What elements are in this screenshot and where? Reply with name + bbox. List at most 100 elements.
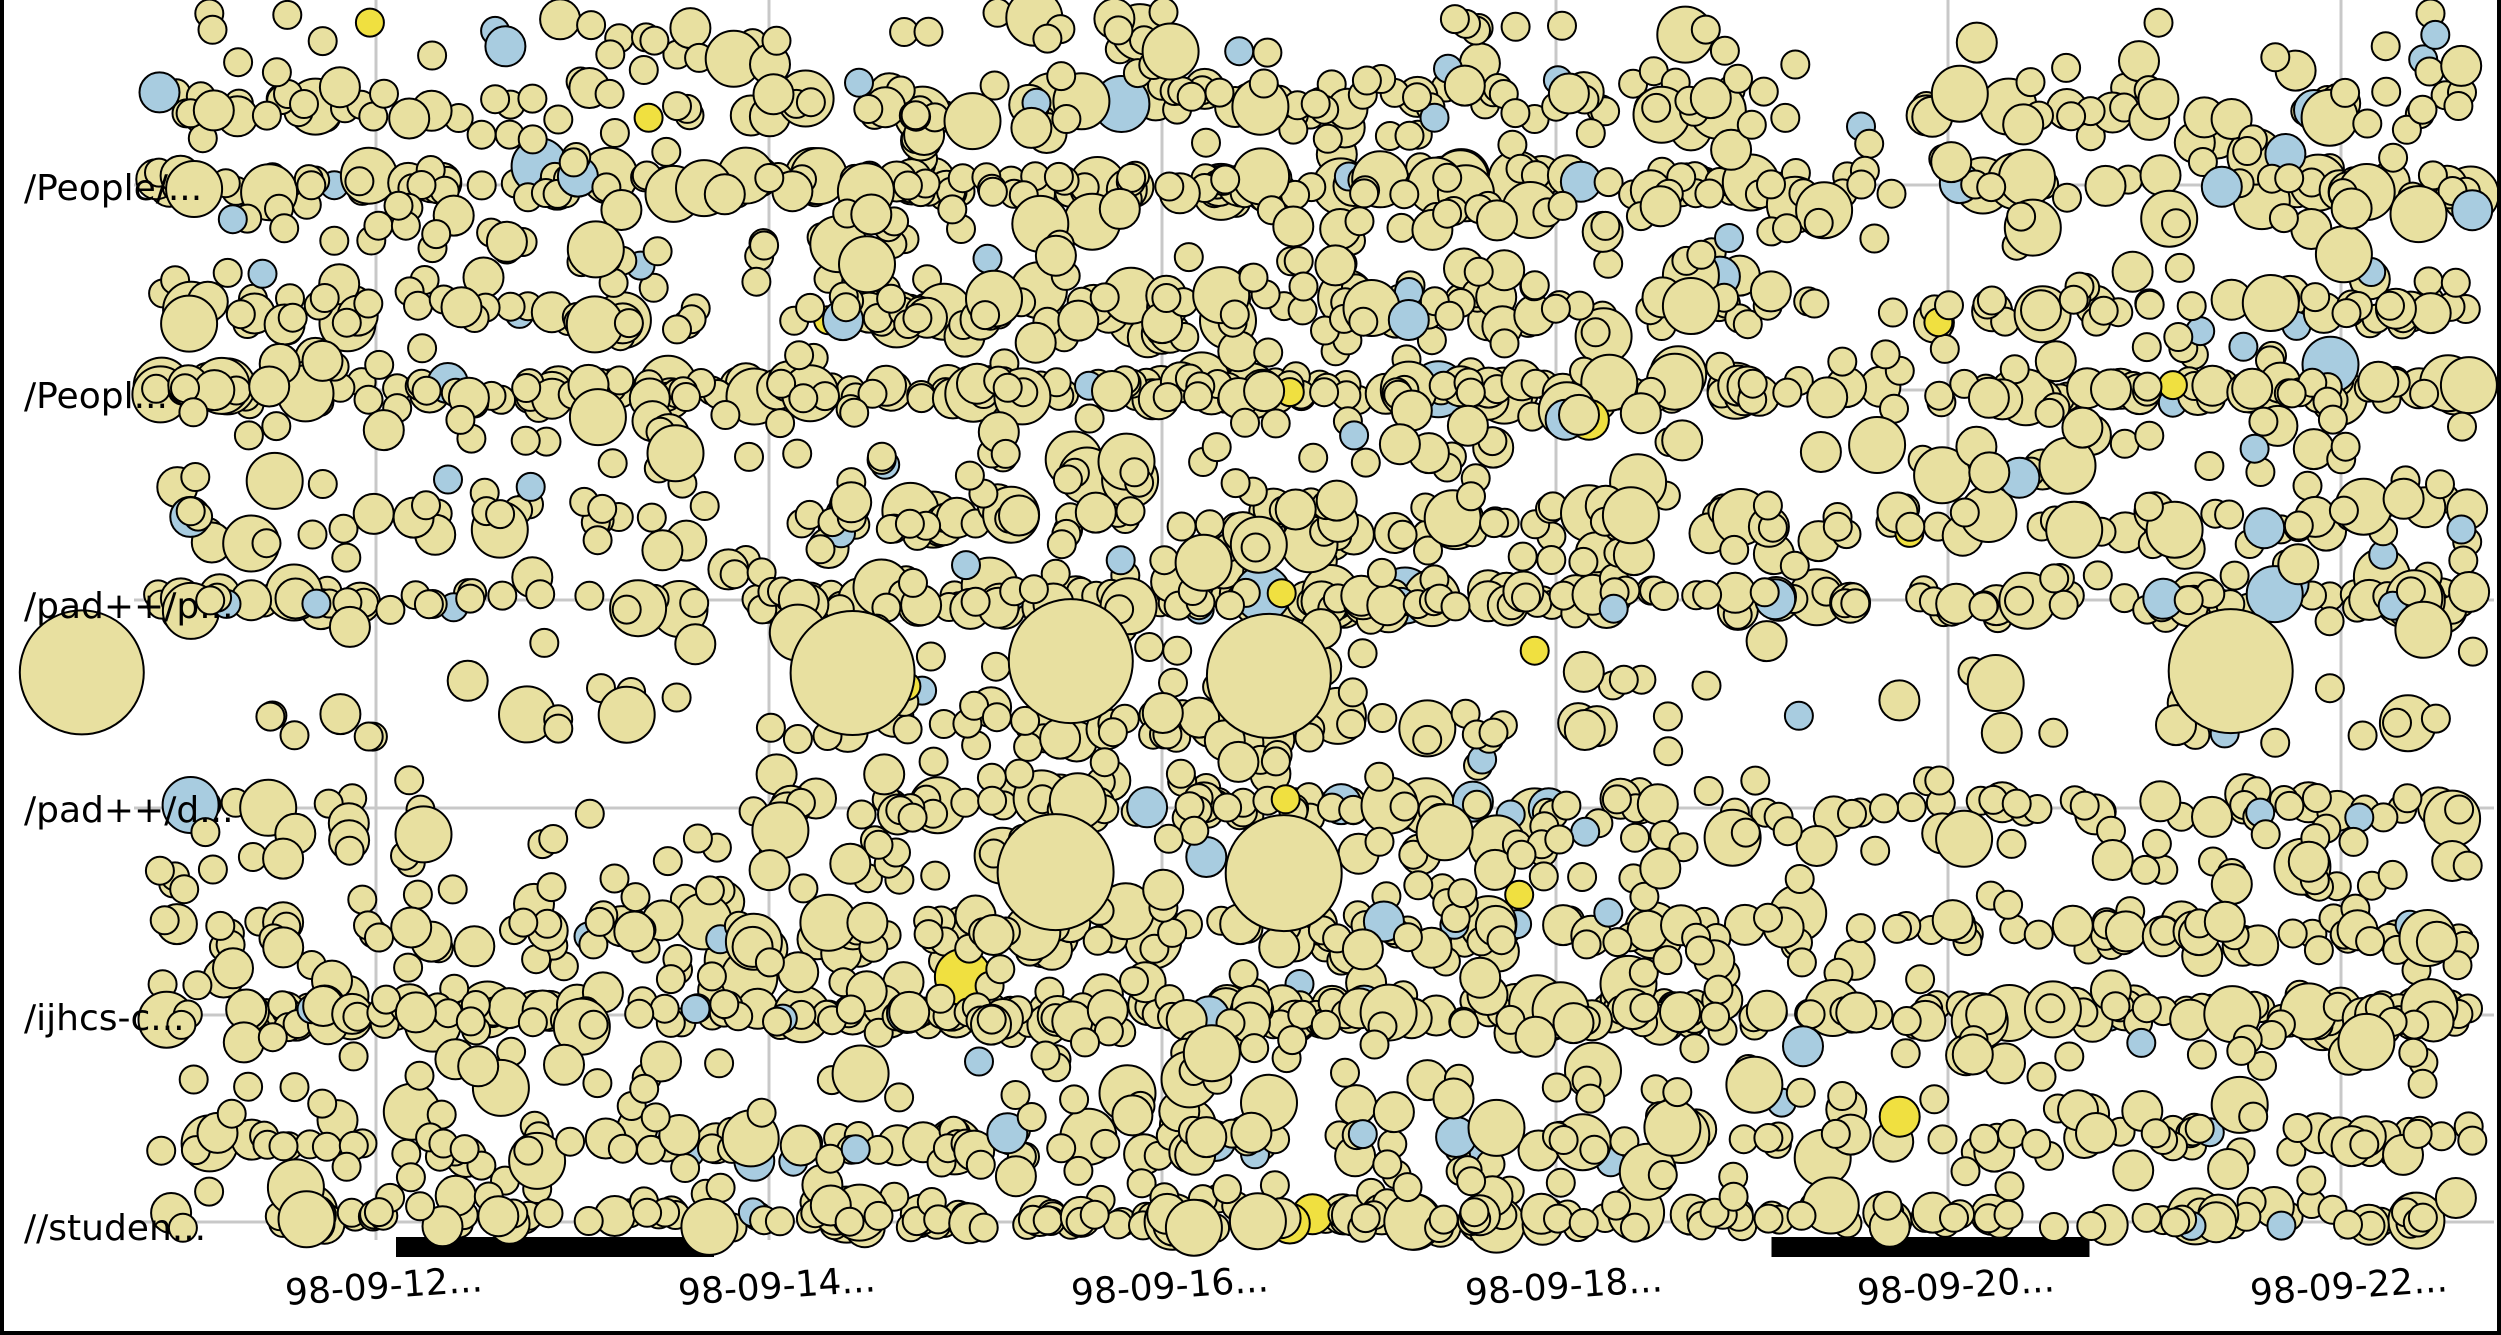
data-point[interactable] <box>2187 147 2218 177</box>
data-point[interactable] <box>1876 178 1907 209</box>
data-point[interactable] <box>1270 784 1301 815</box>
data-point[interactable] <box>1737 368 1768 399</box>
data-point[interactable] <box>160 294 219 353</box>
data-point[interactable] <box>2394 600 2453 659</box>
data-point[interactable] <box>1548 1125 1579 1155</box>
data-point[interactable] <box>245 451 304 510</box>
data-point[interactable] <box>998 494 1040 537</box>
data-point[interactable] <box>751 801 810 860</box>
data-point[interactable] <box>1827 1081 1858 1111</box>
data-point[interactable] <box>2134 289 2165 320</box>
data-point[interactable] <box>902 303 933 334</box>
data-point[interactable] <box>2333 1209 2363 1240</box>
data-point[interactable] <box>2330 77 2361 108</box>
data-point[interactable] <box>457 1045 500 1088</box>
data-point[interactable] <box>1336 709 1367 739</box>
data-point[interactable] <box>900 100 931 131</box>
data-point[interactable] <box>1780 49 1811 80</box>
data-point[interactable] <box>1848 416 1907 474</box>
data-point[interactable] <box>146 1135 177 1166</box>
data-point[interactable] <box>1364 761 1395 792</box>
data-point[interactable] <box>1543 1203 1573 1234</box>
data-point[interactable] <box>1443 64 1486 107</box>
data-point[interactable] <box>1924 380 1955 411</box>
data-point[interactable] <box>2091 839 2134 881</box>
data-point[interactable] <box>1540 293 1571 324</box>
data-point[interactable] <box>2276 378 2307 409</box>
data-point[interactable] <box>364 922 394 953</box>
data-point[interactable] <box>2407 94 2438 125</box>
data-point[interactable] <box>840 1134 871 1165</box>
data-point[interactable] <box>994 1155 1037 1198</box>
data-point[interactable] <box>2045 500 2104 559</box>
data-point[interactable] <box>1929 333 1960 364</box>
data-point[interactable] <box>1089 747 1120 778</box>
data-point[interactable] <box>719 559 750 590</box>
data-point[interactable] <box>1690 14 1721 45</box>
data-point[interactable] <box>2084 164 2127 207</box>
data-point[interactable] <box>1051 104 1082 134</box>
data-point[interactable] <box>1930 141 1973 184</box>
data-point[interactable] <box>2126 1027 2157 1058</box>
data-point[interactable] <box>1872 1190 1903 1221</box>
data-point[interactable] <box>1736 109 1767 140</box>
data-point[interactable] <box>1519 270 1550 301</box>
data-point[interactable] <box>703 173 746 216</box>
data-point[interactable] <box>1620 822 1650 853</box>
data-point[interactable] <box>2243 507 2286 550</box>
data-point[interactable] <box>1238 262 1269 293</box>
data-point[interactable] <box>846 799 877 830</box>
data-point[interactable] <box>1210 164 1241 195</box>
data-point[interactable] <box>638 272 669 303</box>
data-point[interactable] <box>347 884 378 915</box>
data-point[interactable] <box>1389 179 1420 210</box>
data-point[interactable] <box>1993 1199 2024 1230</box>
data-point[interactable] <box>599 863 630 894</box>
data-point[interactable] <box>383 190 414 221</box>
data-point[interactable] <box>2076 1211 2107 1241</box>
data-point[interactable] <box>1046 529 1077 560</box>
data-point[interactable] <box>1679 1033 1710 1064</box>
data-point[interactable] <box>307 1088 338 1119</box>
data-point[interactable] <box>222 1021 265 1064</box>
data-point[interactable] <box>1148 0 1179 28</box>
data-point[interactable] <box>1394 120 1425 151</box>
data-point[interactable] <box>1927 1124 1958 1155</box>
data-point[interactable] <box>363 1197 394 1228</box>
data-point[interactable] <box>2331 298 2362 329</box>
data-point[interactable] <box>1506 839 1537 870</box>
data-point[interactable] <box>1166 511 1197 542</box>
data-point[interactable] <box>1351 65 1382 96</box>
data-point[interactable] <box>913 919 944 950</box>
data-point[interactable] <box>1919 1084 1950 1115</box>
data-point[interactable] <box>1714 223 1744 253</box>
data-point[interactable] <box>411 490 441 521</box>
data-point[interactable] <box>301 339 344 382</box>
data-point[interactable] <box>2256 1020 2287 1050</box>
data-point[interactable] <box>1111 1094 1154 1137</box>
data-point[interactable] <box>566 220 625 279</box>
data-point[interactable] <box>1563 709 1606 751</box>
data-point[interactable] <box>2328 495 2359 526</box>
data-point[interactable] <box>913 16 944 47</box>
data-point[interactable] <box>680 1197 739 1256</box>
data-point[interactable] <box>1194 509 1225 540</box>
data-point[interactable] <box>1030 1040 1061 1071</box>
data-point[interactable] <box>2277 543 2320 586</box>
data-point[interactable] <box>1772 213 1802 244</box>
data-point[interactable] <box>453 925 496 968</box>
data-point[interactable] <box>2034 397 2065 428</box>
data-point[interactable] <box>2039 563 2070 594</box>
data-point[interactable] <box>1745 620 1788 663</box>
data-point[interactable] <box>1032 1205 1063 1236</box>
data-point[interactable] <box>1668 832 1699 863</box>
data-point[interactable] <box>972 243 1003 274</box>
data-point[interactable] <box>364 349 395 380</box>
data-point[interactable] <box>2143 7 2174 38</box>
data-point[interactable] <box>2440 44 2483 87</box>
data-point[interactable] <box>1392 922 1423 953</box>
data-point[interactable] <box>334 835 365 866</box>
data-point[interactable] <box>353 288 384 319</box>
data-point[interactable] <box>755 712 786 743</box>
data-point[interactable] <box>197 854 228 885</box>
